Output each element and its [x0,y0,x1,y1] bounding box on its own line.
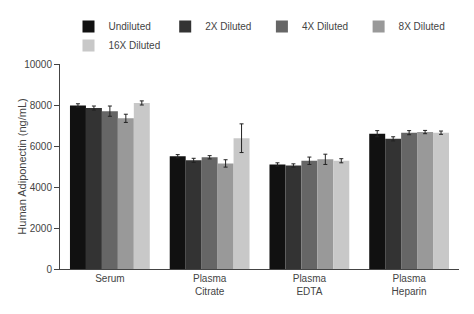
svg-text:4000: 4000 [30,182,53,193]
svg-text:4X Diluted: 4X Diluted [302,21,348,32]
svg-text:2X Diluted: 2X Diluted [205,21,251,32]
svg-text:6000: 6000 [30,141,53,152]
svg-text:2000: 2000 [30,223,53,234]
svg-text:8X Diluted: 8X Diluted [399,21,445,32]
svg-text:8000: 8000 [30,100,53,111]
svg-text:Undiluted: Undiluted [109,21,151,32]
svg-text:Serum: Serum [95,273,124,284]
svg-text:PlasmaHeparin: PlasmaHeparin [392,273,427,297]
svg-text:Human Adiponectin (ng/mL): Human Adiponectin (ng/mL) [16,98,28,234]
svg-text:10000: 10000 [24,59,52,70]
svg-text:16X Diluted: 16X Diluted [109,40,161,51]
svg-text:0: 0 [46,264,52,275]
svg-text:PlasmaCitrate: PlasmaCitrate [193,273,227,297]
svg-text:PlasmaEDTA: PlasmaEDTA [293,273,327,297]
